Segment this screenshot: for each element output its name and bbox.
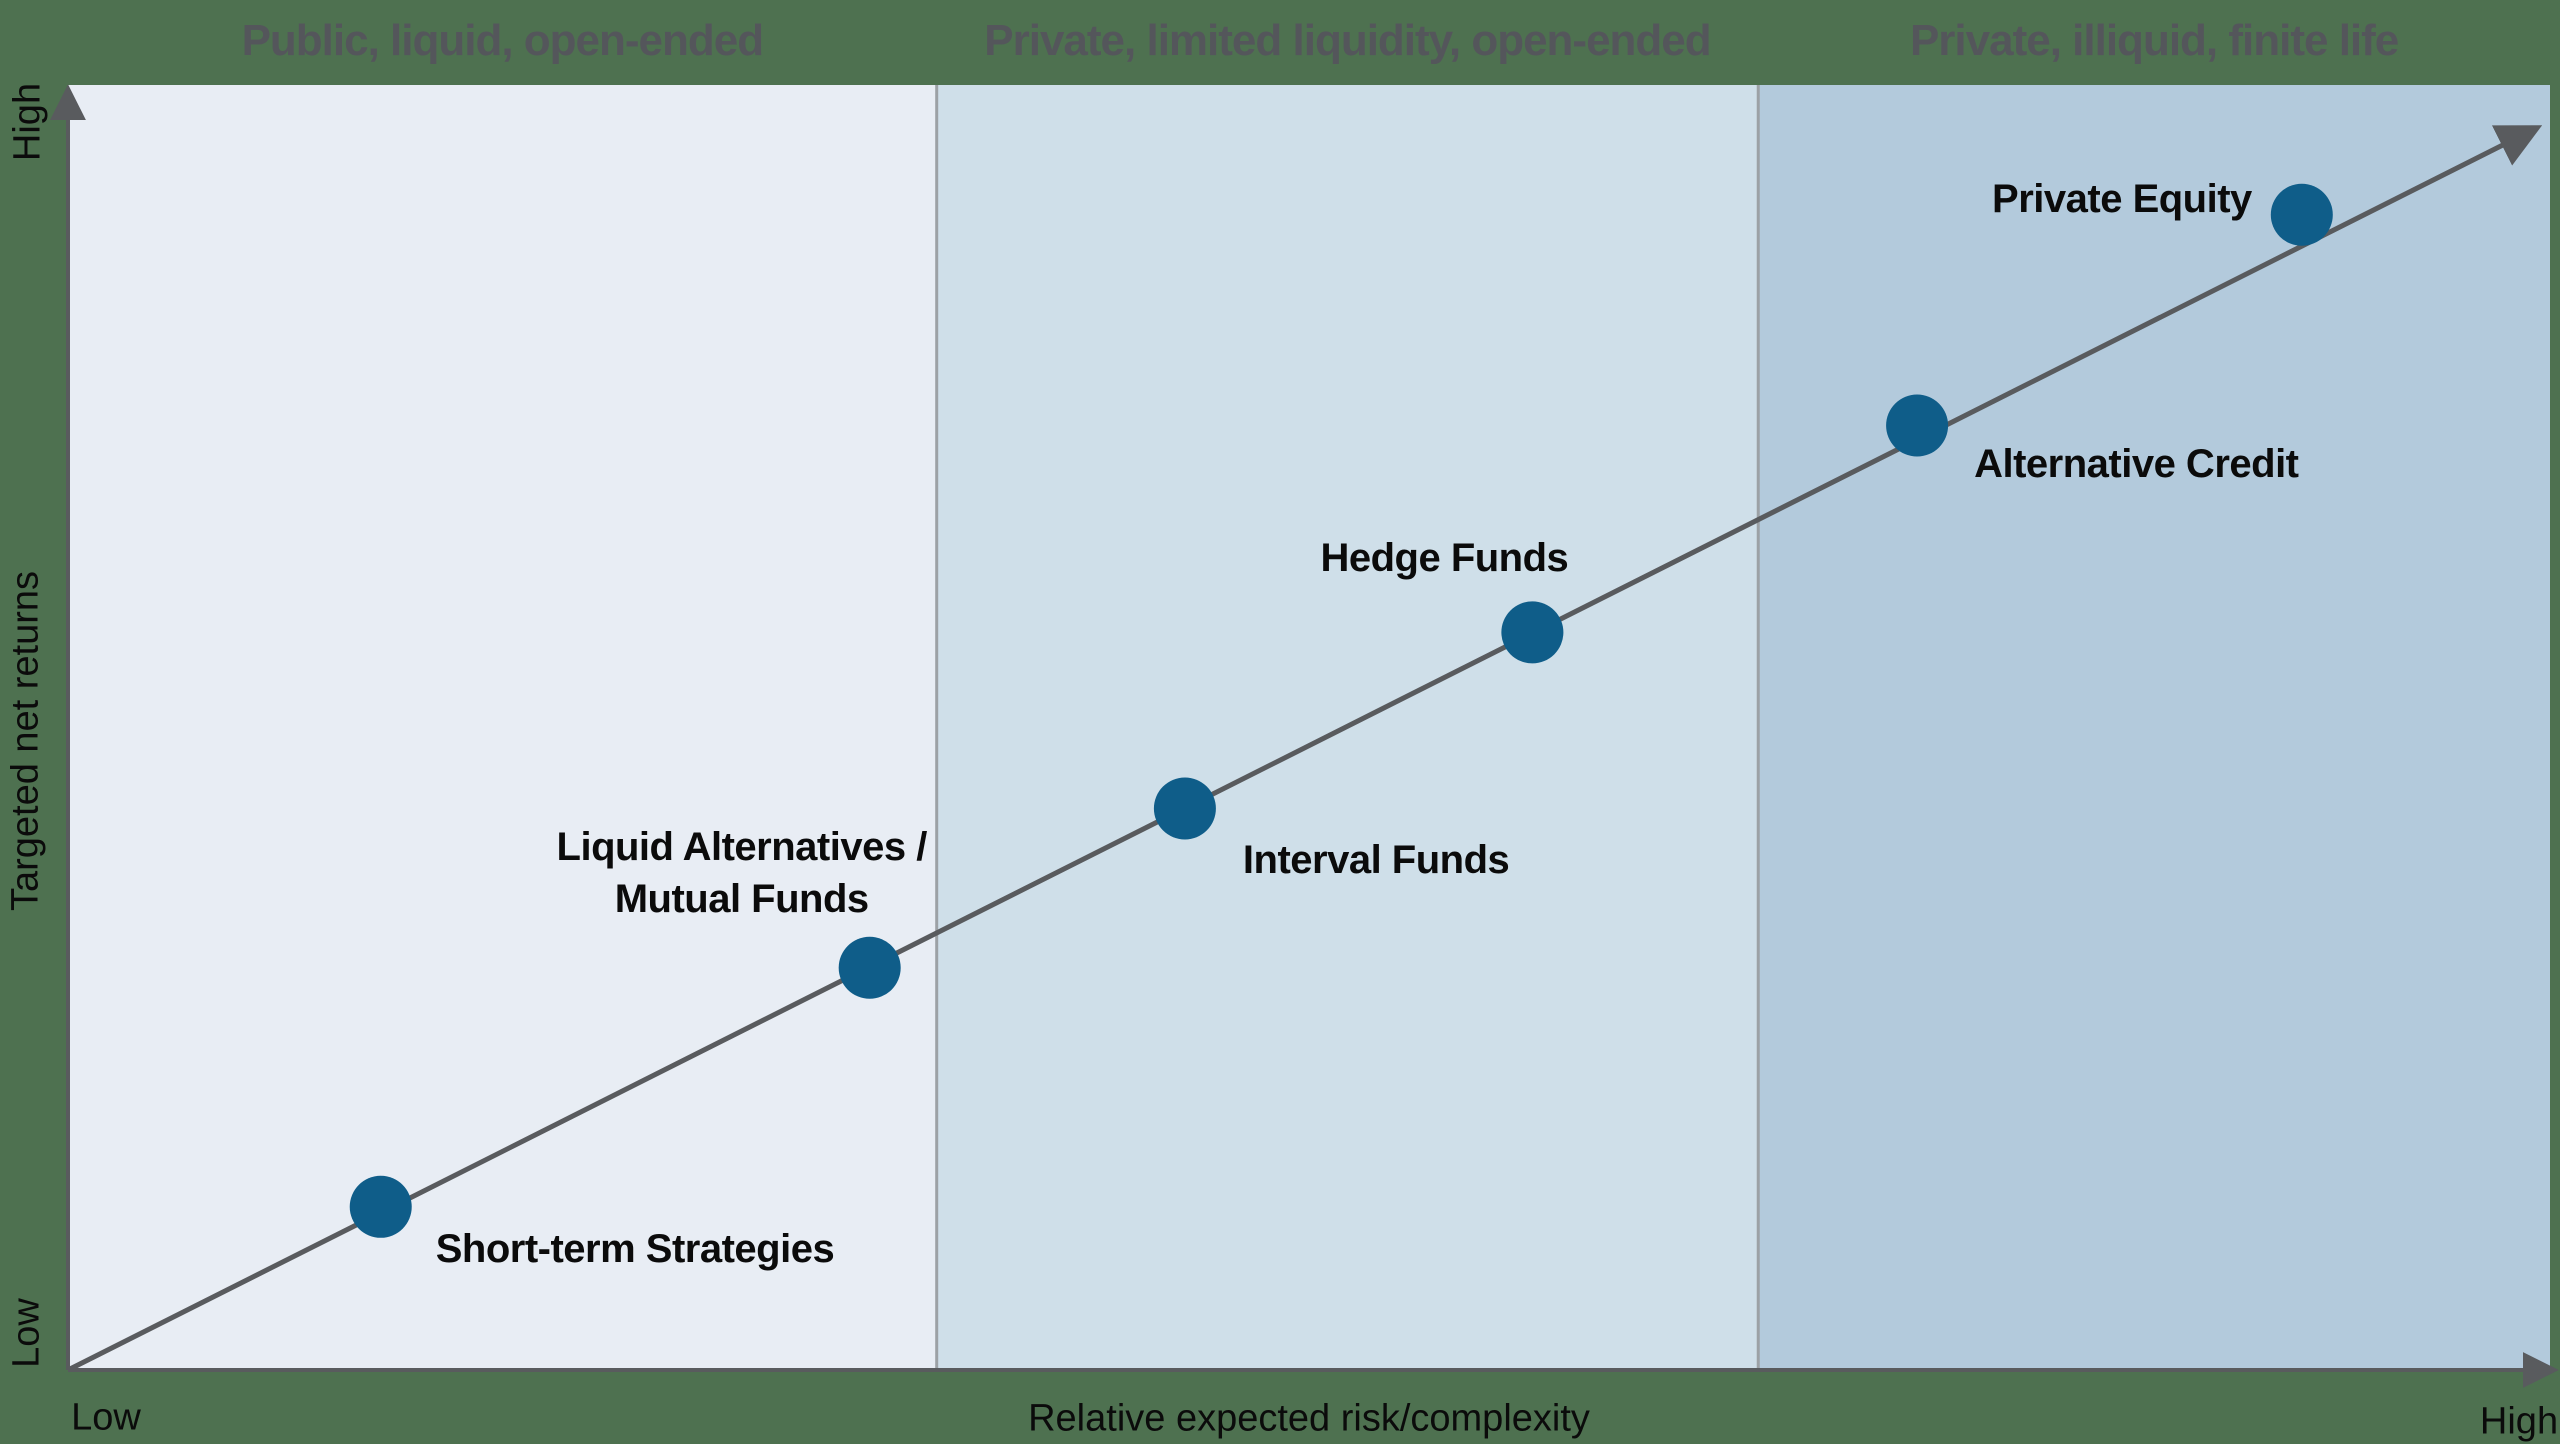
band-header-private-limited-liquidity-open-ended: Private, limited liquidity, open-ended [984,16,1711,65]
x-axis-title: Relative expected risk/complexity [1028,1397,1590,1440]
point-alternative-credit [1886,394,1949,457]
x-axis-low-label: Low [71,1396,141,1439]
trend-arrow [66,125,2543,1373]
point-hedge-funds [1501,601,1564,664]
band-private-illiquid-finite-life [1758,85,2550,1370]
y-axis-title: Targeted net returns [4,570,47,912]
band-header-public-liquid-open-ended: Public, liquid, open-ended [241,16,765,65]
point-liquid-alternatives-mutual-funds [838,936,901,999]
band-public-liquid-open-ended [68,85,937,1370]
y-axis-high-label: High [6,82,49,162]
y-axis-low-label: Low [5,1298,48,1368]
point-interval-funds [1153,777,1216,840]
x-axis-high-label: High [2479,1400,2559,1443]
point-short-term-strategies [349,1175,412,1238]
band-header-private-illiquid-finite-life: Private, illiquid, finite life [1909,16,2399,65]
point-private-equity [2270,183,2333,246]
